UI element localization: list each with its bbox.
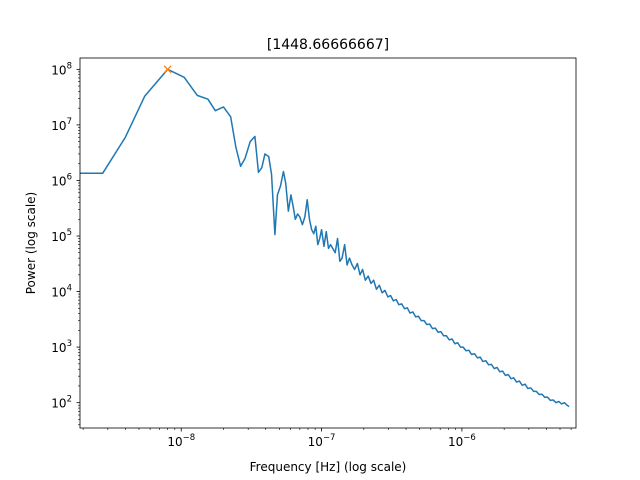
chart-title: [1448.66666667] xyxy=(267,37,389,53)
marker-layer xyxy=(163,65,172,74)
y-tick-label: 105 xyxy=(51,228,72,244)
y-axis-label: Power (log scale) xyxy=(24,192,38,295)
x-tick-label: 10−8 xyxy=(167,433,195,449)
y-tick-label: 108 xyxy=(51,61,72,77)
y-tick-label: 107 xyxy=(51,117,72,133)
y-tick-label: 102 xyxy=(51,395,72,411)
x-axis-label: Frequency [Hz] (log scale) xyxy=(250,460,407,474)
peak-marker xyxy=(163,65,172,74)
plot-area xyxy=(80,65,570,408)
plot-frame xyxy=(79,57,577,429)
y-tick-label: 106 xyxy=(51,172,72,188)
series-layer xyxy=(80,68,570,408)
x-axis: 10−8 10−7 10−6 xyxy=(82,428,572,449)
y-tick-label: 103 xyxy=(51,339,72,355)
y-tick-label: 104 xyxy=(51,284,72,300)
x-tick-label: 10−7 xyxy=(308,433,336,449)
y-axis: 102 103 104 105 106 107 108 xyxy=(51,61,80,426)
series-line-0 xyxy=(80,68,570,408)
x-tick-label: 10−6 xyxy=(448,433,476,449)
